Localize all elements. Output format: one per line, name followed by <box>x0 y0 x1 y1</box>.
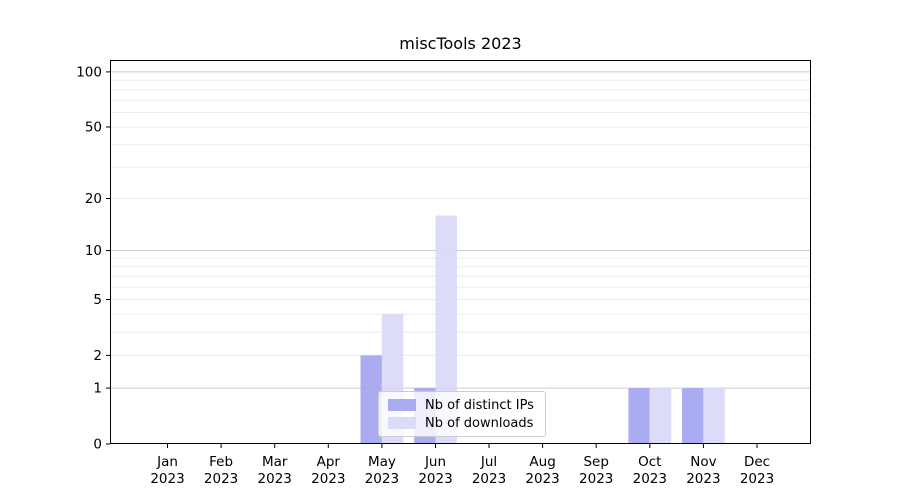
x-tick-label-year: 2023 <box>418 471 452 487</box>
x-tick-label-month: Sep <box>583 454 608 470</box>
x-tick-label-month: Jul <box>480 454 497 470</box>
x-tick-label-month: Feb <box>209 454 233 470</box>
x-tick-label-year: 2023 <box>204 471 238 487</box>
y-tick-label: 20 <box>85 191 102 207</box>
bar-series0-month4 <box>360 355 382 444</box>
legend-swatch-icon <box>388 399 416 411</box>
y-tick-label: 2 <box>93 348 102 364</box>
legend-row-0: Nb of distinct IPs <box>388 396 537 414</box>
chart-legend: Nb of distinct IPs Nb of downloads <box>378 391 546 437</box>
bar-series1-month10 <box>703 388 725 444</box>
x-tick-label-year: 2023 <box>686 471 720 487</box>
x-tick-label-month: Jan <box>156 454 178 470</box>
legend-swatch-icon <box>388 417 416 429</box>
plot-border <box>110 60 811 444</box>
x-tick-label-year: 2023 <box>740 471 774 487</box>
bar-series0-month10 <box>682 388 704 444</box>
x-tick-label-year: 2023 <box>311 471 345 487</box>
legend-label: Nb of distinct IPs <box>425 397 534 413</box>
x-tick-label-month: Dec <box>744 454 770 470</box>
x-tick-label-year: 2023 <box>579 471 613 487</box>
bar-series0-month9 <box>628 388 650 444</box>
x-tick-label-year: 2023 <box>258 471 292 487</box>
x-tick-label-year: 2023 <box>633 471 667 487</box>
x-tick-label-year: 2023 <box>365 471 399 487</box>
x-tick-label-year: 2023 <box>150 471 184 487</box>
legend-label: Nb of downloads <box>425 415 534 431</box>
x-tick-label-month: May <box>368 454 396 470</box>
x-tick-label-month: Oct <box>638 454 661 470</box>
y-tick-label: 0 <box>93 437 102 453</box>
y-tick-label: 5 <box>93 292 102 308</box>
x-tick-label-year: 2023 <box>525 471 559 487</box>
x-tick-label-month: Nov <box>690 454 716 470</box>
chart-title: miscTools 2023 <box>399 34 522 53</box>
x-tick-label-month: Jun <box>424 454 446 470</box>
bar-series1-month5 <box>435 215 457 444</box>
x-tick-label-year: 2023 <box>472 471 506 487</box>
x-tick-label-month: Mar <box>262 454 288 470</box>
y-tick-label: 10 <box>85 243 102 259</box>
y-tick-label: 100 <box>76 64 102 80</box>
x-tick-label-month: Apr <box>317 454 341 470</box>
bar-series1-month9 <box>649 388 672 444</box>
y-tick-label: 50 <box>85 120 102 136</box>
y-tick-label: 1 <box>93 381 102 397</box>
x-tick-label-month: Aug <box>529 454 555 470</box>
legend-row-1: Nb of downloads <box>388 414 537 432</box>
